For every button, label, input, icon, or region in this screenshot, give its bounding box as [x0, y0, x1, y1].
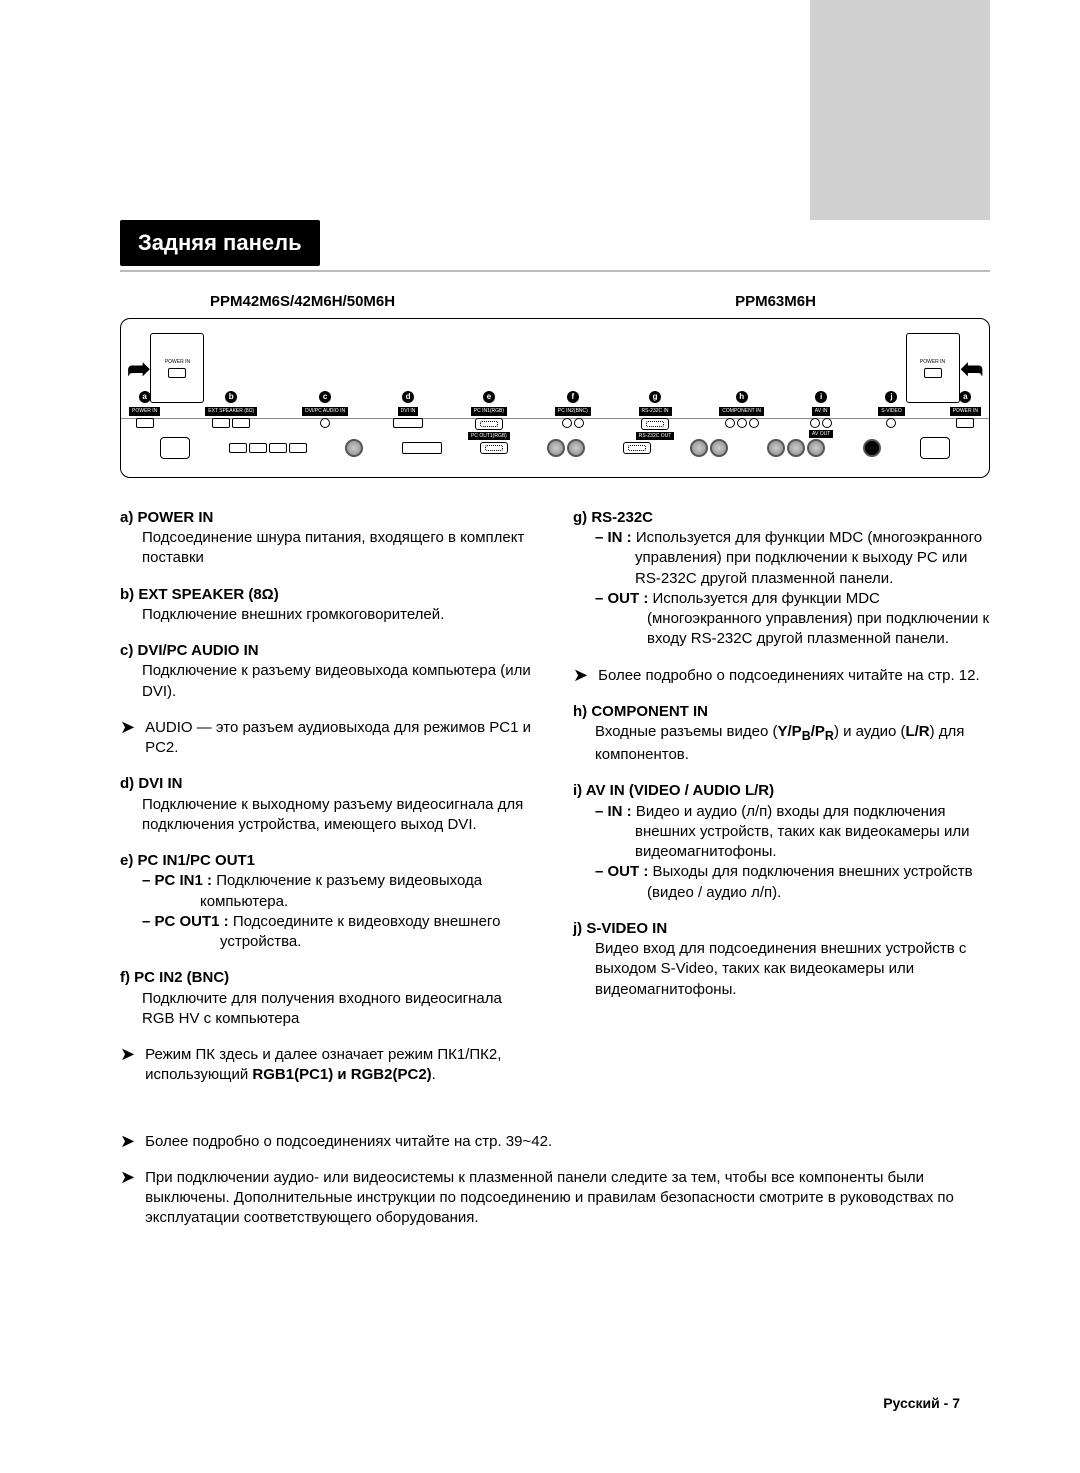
text-a: Подсоединение шнура питания, входящего в… — [142, 528, 537, 569]
badge-b: b — [225, 391, 237, 403]
section-title: Задняя панель — [120, 220, 320, 266]
label-c: c) DVI/PC AUDIO IN — [120, 641, 537, 661]
letter-badge-row: aPOWER IN bEXT SPEAKER (8Ω) cDVI/PC AUDI… — [129, 391, 981, 441]
i-out: – OUT : Выходы для подключения внешних у… — [595, 862, 990, 903]
model-labels-row: PPM42M6S/42M6H/50M6H PPM63M6H — [120, 292, 990, 312]
note-audio-text: AUDIO — это разъем аудиовыхода для режим… — [145, 718, 537, 759]
badge-g: g — [649, 391, 661, 403]
page-content: Задняя панель PPM42M6S/42M6H/50M6H PPM63… — [0, 0, 1080, 1305]
note-pk-text: Режим ПК здесь и далее означает режим ПК… — [145, 1045, 537, 1086]
note-audio: ➤ AUDIO — это разъем аудиовыхода для реж… — [120, 718, 537, 759]
model-right-label: PPM63M6H — [735, 292, 816, 312]
left-column: a) POWER IN Подсоединение шнура питания,… — [120, 508, 537, 1102]
right-column: g) RS-232C – IN : Используется для функц… — [573, 508, 990, 1102]
i-in: – IN : Видео и аудио (л/п) входы для под… — [595, 802, 990, 863]
text-h: Входные разъемы видео (Y/PB/PR) и аудио … — [595, 722, 990, 765]
note-arrow-icon-5: ➤ — [120, 1168, 135, 1229]
badge-e: e — [483, 391, 495, 403]
entry-e: e) PC IN1/PC OUT1 – PC IN1 : Подключение… — [120, 851, 537, 952]
entry-h: h) COMPONENT IN Входные разъемы видео (Y… — [573, 702, 990, 765]
label-e: e) PC IN1/PC OUT1 — [120, 851, 537, 871]
note-pk: ➤ Режим ПК здесь и далее означает режим … — [120, 1045, 537, 1086]
note-arrow-icon-3: ➤ — [573, 666, 588, 686]
rear-panel-diagram: ➦ POWER IN POWER IN ➦ aPOWER IN bEXT SPE… — [120, 318, 990, 478]
arrow-left-icon: ➦ — [127, 350, 150, 388]
label-f: f) PC IN2 (BNC) — [120, 968, 537, 988]
badge-h: h — [736, 391, 748, 403]
e-pcout1: – PC OUT1 : Подсоедините к видеовходу вн… — [142, 912, 537, 953]
text-j: Видео вход для подсоединения внешних уст… — [595, 939, 990, 1000]
entry-a: a) POWER IN Подсоединение шнура питания,… — [120, 508, 537, 569]
footer-note-2-text: При подключении аудио- или видеосистемы … — [145, 1168, 990, 1229]
badge-i: i — [815, 391, 827, 403]
footer-note-1: ➤ Более подробно о подсоединениях читайт… — [120, 1132, 990, 1152]
entry-b: b) EXT SPEAKER (8Ω) Подключение внешних … — [120, 585, 537, 626]
label-j: j) S-VIDEO IN — [573, 919, 990, 939]
note-arrow-icon: ➤ — [120, 718, 135, 759]
g-out: – OUT : Используется для функции MDC (мн… — [595, 589, 990, 650]
model-left-label: PPM42M6S/42M6H/50M6H — [210, 292, 395, 312]
label-i: i) AV IN (VIDEO / AUDIO L/R) — [573, 781, 990, 801]
note-arrow-icon-4: ➤ — [120, 1132, 135, 1152]
badge-j: j — [885, 391, 897, 403]
title-divider — [120, 270, 990, 272]
entry-d: d) DVI IN Подключение к выходному разъем… — [120, 774, 537, 835]
badge-a2: a — [959, 391, 971, 403]
badge-a: a — [139, 391, 151, 403]
entry-c: c) DVI/PC AUDIO IN Подключение к разъему… — [120, 641, 537, 702]
footer-notes: ➤ Более подробно о подсоединениях читайт… — [120, 1132, 990, 1229]
note-g: ➤ Более подробно о подсоединениях читайт… — [573, 666, 990, 686]
g-in: – IN : Используется для функции MDC (мно… — [595, 528, 990, 589]
footer-note-1-text: Более подробно о подсоединениях читайте … — [145, 1132, 990, 1152]
text-f: Подключите для получения входного видеос… — [142, 989, 537, 1030]
power-label-r: POWER IN — [920, 359, 945, 366]
entry-g: g) RS-232C – IN : Используется для функц… — [573, 508, 990, 650]
label-h: h) COMPONENT IN — [573, 702, 990, 722]
badge-c: c — [319, 391, 331, 403]
entry-f: f) PC IN2 (BNC) Подключите для получения… — [120, 968, 537, 1029]
description-columns: a) POWER IN Подсоединение шнура питания,… — [120, 508, 990, 1102]
text-d: Подключение к выходному разъему видеосиг… — [142, 795, 537, 836]
footer-note-2: ➤ При подключении аудио- или видеосистем… — [120, 1168, 990, 1229]
entry-j: j) S-VIDEO IN Видео вход для подсоединен… — [573, 919, 990, 1000]
entry-i: i) AV IN (VIDEO / AUDIO L/R) – IN : Виде… — [573, 781, 990, 903]
text-b: Подключение внешних громкоговорителей. — [142, 605, 537, 625]
note-arrow-icon-2: ➤ — [120, 1045, 135, 1086]
label-a: a) POWER IN — [120, 508, 537, 528]
power-label: POWER IN — [165, 359, 190, 366]
page-number: Русский - 7 — [883, 1394, 960, 1413]
text-c: Подключение к разъему видеовыхода компью… — [142, 661, 537, 702]
label-d: d) DVI IN — [120, 774, 537, 794]
badge-f: f — [567, 391, 579, 403]
label-b: b) EXT SPEAKER (8Ω) — [120, 585, 537, 605]
arrow-right-icon: ➦ — [960, 350, 983, 388]
e-pcin1: – PC IN1 : Подключение к разъему видеовы… — [142, 871, 537, 912]
note-g-text: Более подробно о подсоединениях читайте … — [598, 666, 990, 686]
badge-d: d — [402, 391, 414, 403]
label-g: g) RS-232C — [573, 508, 990, 528]
